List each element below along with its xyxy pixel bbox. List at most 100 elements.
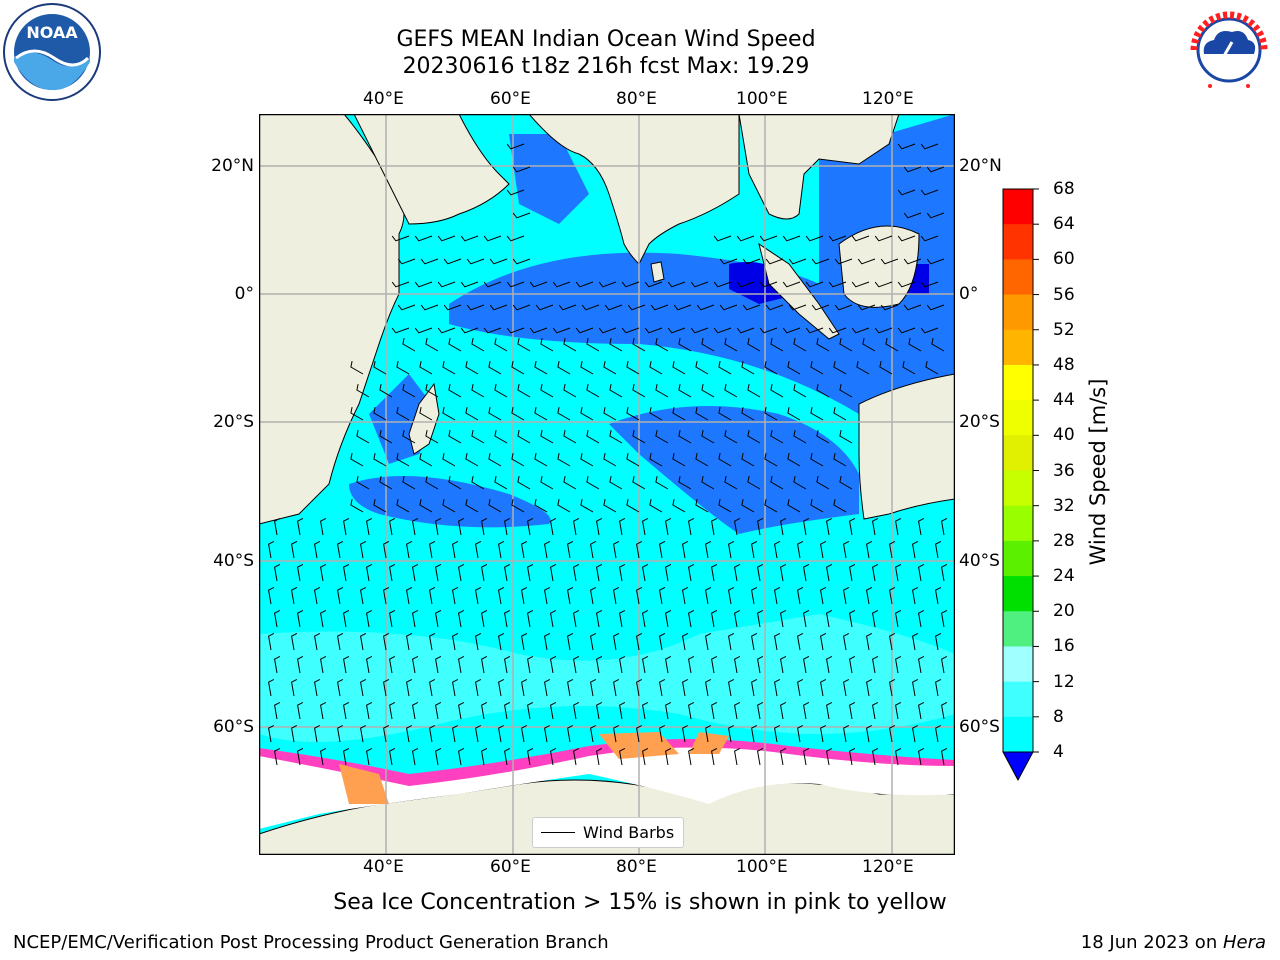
wind-barb — [517, 338, 531, 352]
wind-barb — [596, 747, 603, 766]
wind-speed-map — [259, 114, 955, 855]
wind-barb — [751, 678, 758, 697]
wind-barb — [383, 632, 390, 651]
wind-barb — [736, 235, 755, 242]
wind-barb — [797, 678, 804, 697]
wind-barb — [793, 430, 807, 444]
wind-barb — [544, 632, 551, 651]
wind-barb — [632, 430, 646, 444]
wind-barb — [291, 678, 298, 697]
wind-barb — [343, 517, 350, 536]
wind-barb — [590, 724, 597, 743]
wind-barb — [489, 304, 508, 311]
wind-barb — [774, 632, 781, 651]
lat-tick-right: 0° — [959, 284, 979, 304]
wind-barb — [912, 678, 919, 697]
wind-barb — [672, 453, 686, 467]
wind-barb — [659, 540, 666, 559]
colorbar-cell — [1003, 329, 1033, 366]
wind-barb — [406, 540, 413, 559]
wind-barb — [851, 281, 870, 288]
wind-barb — [642, 747, 649, 766]
colorbar-tick-label: 40 — [1053, 425, 1075, 446]
wind-barb — [506, 189, 525, 196]
wind-barb — [632, 338, 646, 352]
wind-barb — [826, 747, 833, 766]
wind-barb — [435, 609, 442, 628]
wind-barb — [665, 655, 672, 674]
wind-barb — [889, 632, 896, 651]
wind-barb — [458, 563, 465, 582]
wind-barb — [544, 678, 551, 697]
wind-barb — [903, 304, 922, 311]
wind-barb — [757, 563, 764, 582]
wind-barb — [741, 499, 755, 513]
wind-barb — [935, 632, 942, 651]
wind-barb — [425, 384, 439, 398]
wind-barb — [782, 327, 801, 334]
wind-barb — [659, 586, 666, 605]
wind-barb — [816, 384, 830, 398]
colorbar-tick-label: 24 — [1053, 566, 1075, 587]
wind-barb — [780, 655, 787, 674]
wind-barb — [941, 563, 948, 582]
wind-barb — [512, 212, 531, 219]
wind-barb — [550, 563, 557, 582]
wind-barb — [586, 430, 600, 444]
wind-barb — [649, 499, 663, 513]
wind-barb — [458, 701, 465, 720]
wind-barb — [360, 632, 367, 651]
wind-barb — [803, 517, 810, 536]
wind-barb — [274, 747, 281, 766]
wind-barb — [498, 724, 505, 743]
colorbar — [1002, 188, 1039, 782]
graticule — [259, 114, 955, 855]
wind-barb — [780, 701, 787, 720]
wind-barb — [586, 476, 600, 490]
wind-barb — [843, 586, 850, 605]
wind-barb — [596, 701, 603, 720]
wind-barb — [874, 235, 893, 242]
wind-barb — [373, 407, 387, 421]
wind-barb — [494, 338, 508, 352]
wind-barb — [866, 632, 873, 651]
wind-barb — [728, 724, 735, 743]
wind-barb — [420, 258, 439, 265]
wind-barb — [512, 304, 531, 311]
wind-barb — [527, 747, 534, 766]
wind-barb — [724, 476, 738, 490]
wind-barb — [590, 540, 597, 559]
colorbar-cell — [1003, 611, 1033, 647]
wind-barb — [788, 258, 807, 265]
host-text: Hera — [1222, 932, 1266, 953]
wind-barb — [419, 361, 433, 375]
wind-barb — [874, 327, 893, 334]
noaa-logo: NOAA — [2, 2, 102, 102]
wind-barb — [448, 338, 462, 352]
wind-barb — [918, 609, 925, 628]
colorbar-tick-label: 52 — [1053, 319, 1075, 340]
wind-barb — [764, 407, 778, 421]
wind-barb — [481, 563, 488, 582]
wind-barb — [636, 586, 643, 605]
wind-barb — [521, 540, 528, 559]
sea-ice-white — [259, 746, 955, 829]
wind-barb — [782, 235, 801, 242]
wind-barb — [885, 338, 899, 352]
wind-barb — [665, 609, 672, 628]
wind-barb — [621, 327, 640, 334]
wind-barb — [534, 361, 548, 375]
wind-barb — [774, 678, 781, 697]
wind-barb — [573, 609, 580, 628]
wind-barb — [843, 678, 850, 697]
wind-barb — [734, 747, 741, 766]
wind-barb-legend-line — [541, 832, 575, 833]
wind-barb — [337, 632, 344, 651]
noaa-logo-text: NOAA — [26, 23, 78, 42]
lat-tick-right: 20°S — [959, 412, 1000, 432]
wind-barb — [682, 632, 689, 651]
wind-barb — [849, 655, 856, 674]
wind-barb — [834, 304, 853, 311]
wind-barb — [926, 166, 945, 173]
wind-barb — [728, 632, 735, 651]
